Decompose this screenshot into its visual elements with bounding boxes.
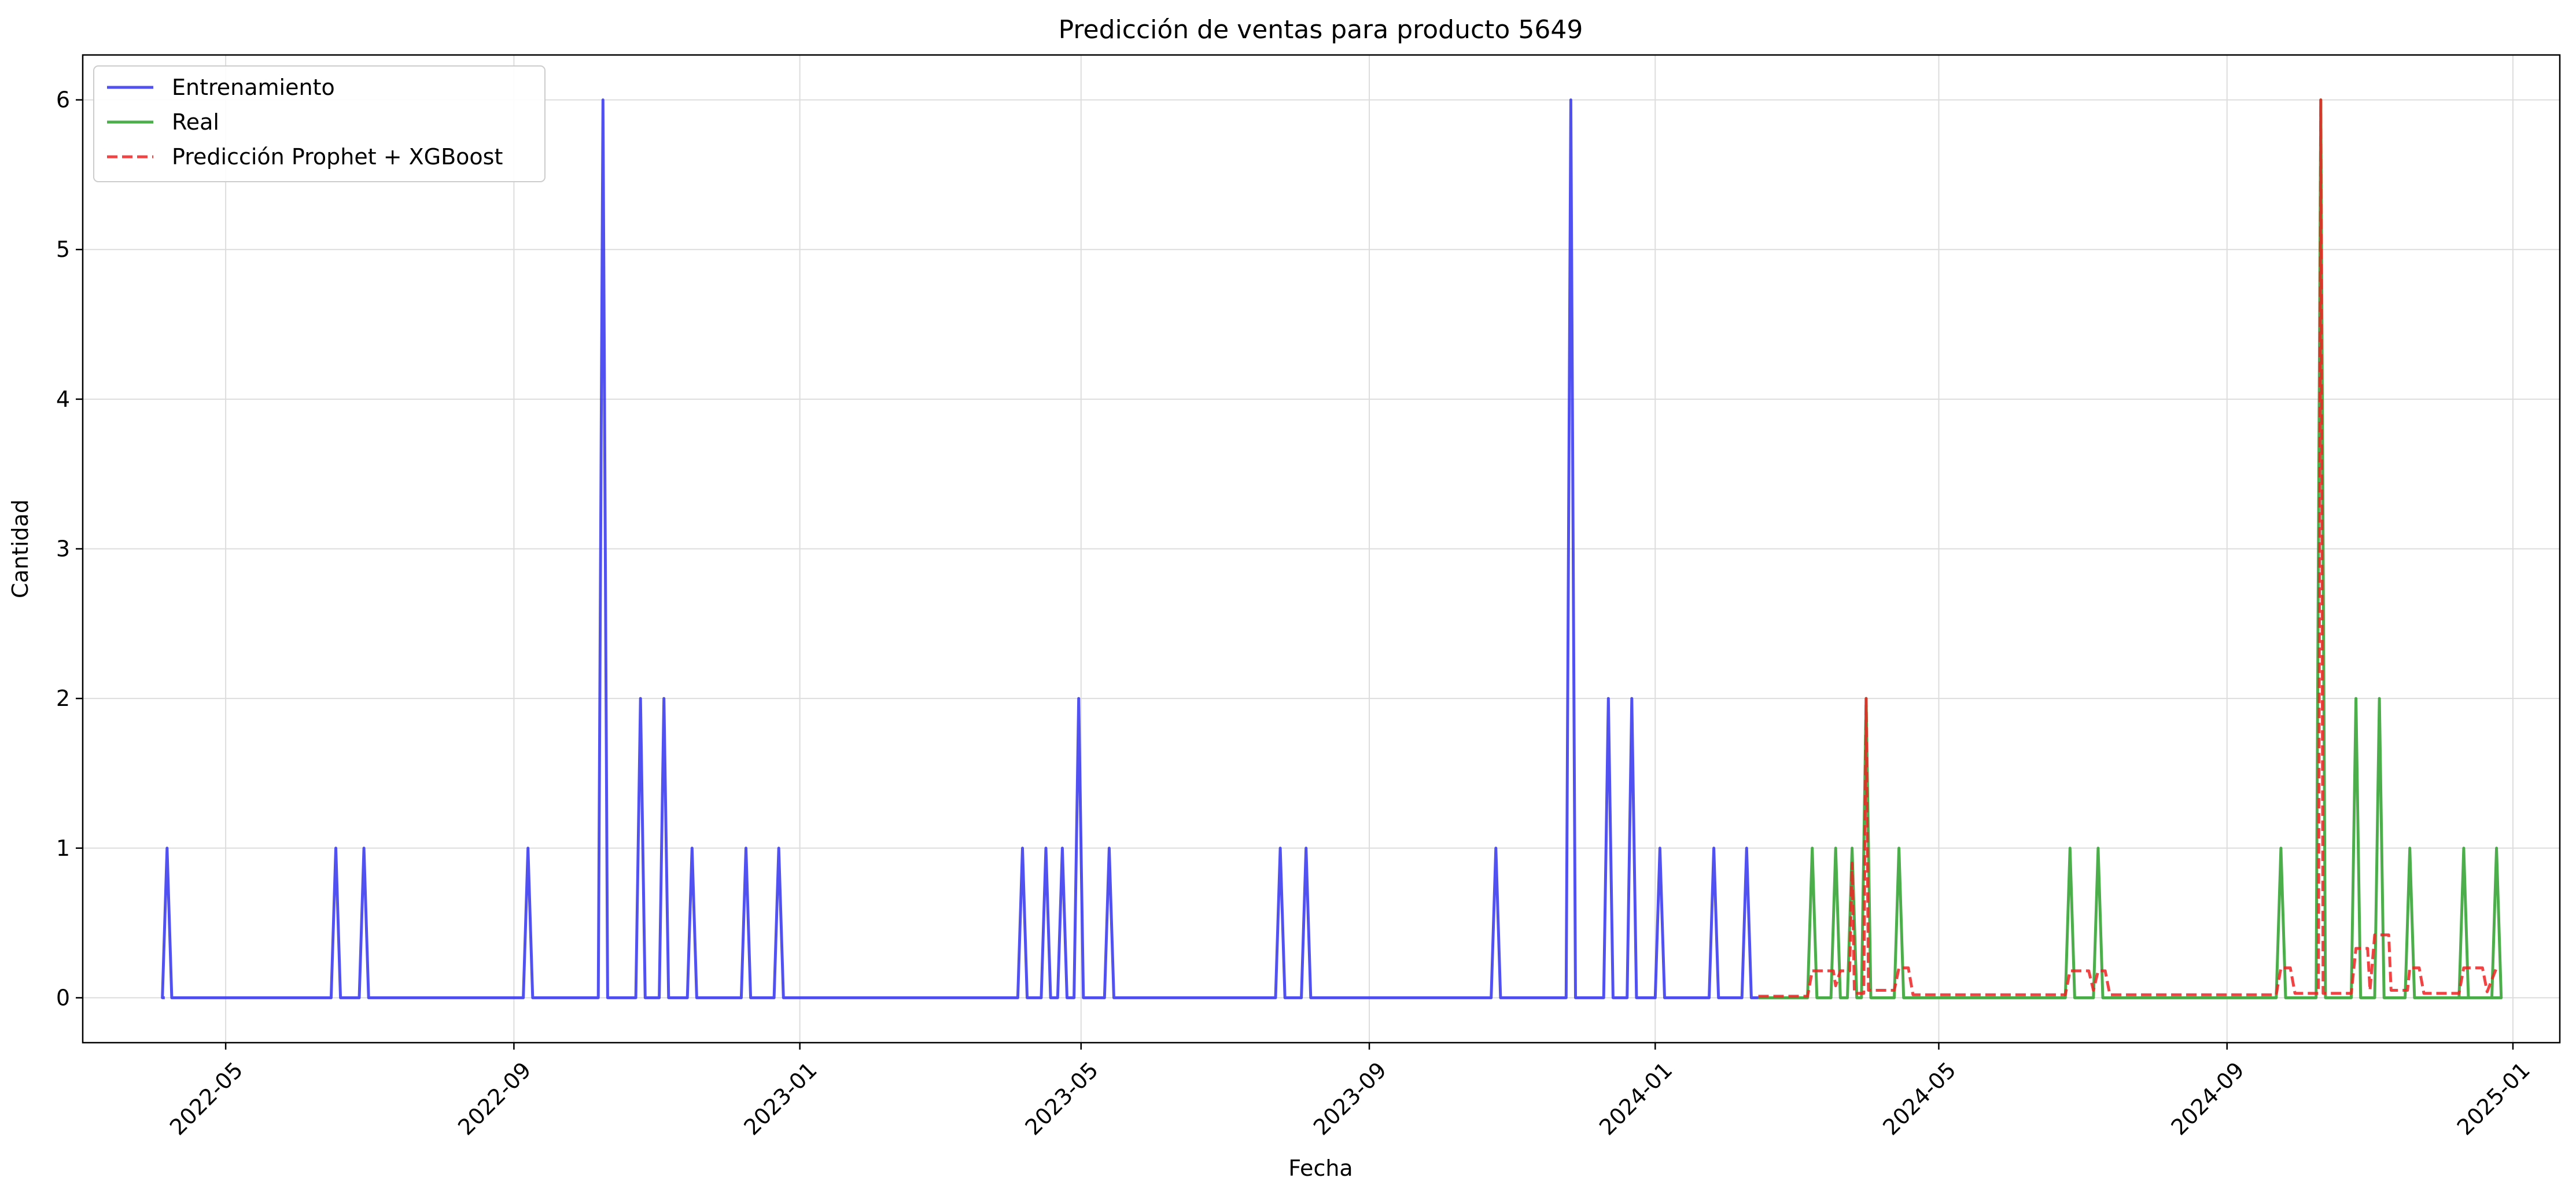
legend-label-2: Real	[172, 109, 219, 135]
series-line-3	[1758, 98, 2498, 998]
y-tick-label: 5	[56, 237, 70, 262]
plot-series	[161, 98, 2503, 999]
y-axis-label: Cantidad	[8, 499, 33, 598]
y-tick-label: 2	[56, 686, 70, 711]
legend-label-3: Predicción Prophet + XGBoost	[172, 144, 503, 170]
y-axis-ticks: 0 1 2 3 4 5 6	[56, 87, 83, 1010]
series-line-1	[161, 98, 1759, 999]
chart-title: Predicción de ventas para producto 5649	[1059, 15, 1583, 45]
legend-label-1: Entrenamiento	[172, 75, 335, 100]
x-axis-label: Fecha	[1288, 1155, 1353, 1181]
y-tick-label: 0	[56, 985, 70, 1010]
legend-box	[93, 65, 546, 182]
y-tick-label: 3	[56, 536, 70, 562]
legend: Entrenamiento Real Predicción Prophet + XG…	[93, 65, 546, 182]
series-line-2	[1758, 98, 2503, 999]
y-tick-label: 6	[56, 87, 70, 113]
y-tick-label: 1	[56, 836, 70, 861]
y-tick-label: 4	[56, 387, 70, 412]
